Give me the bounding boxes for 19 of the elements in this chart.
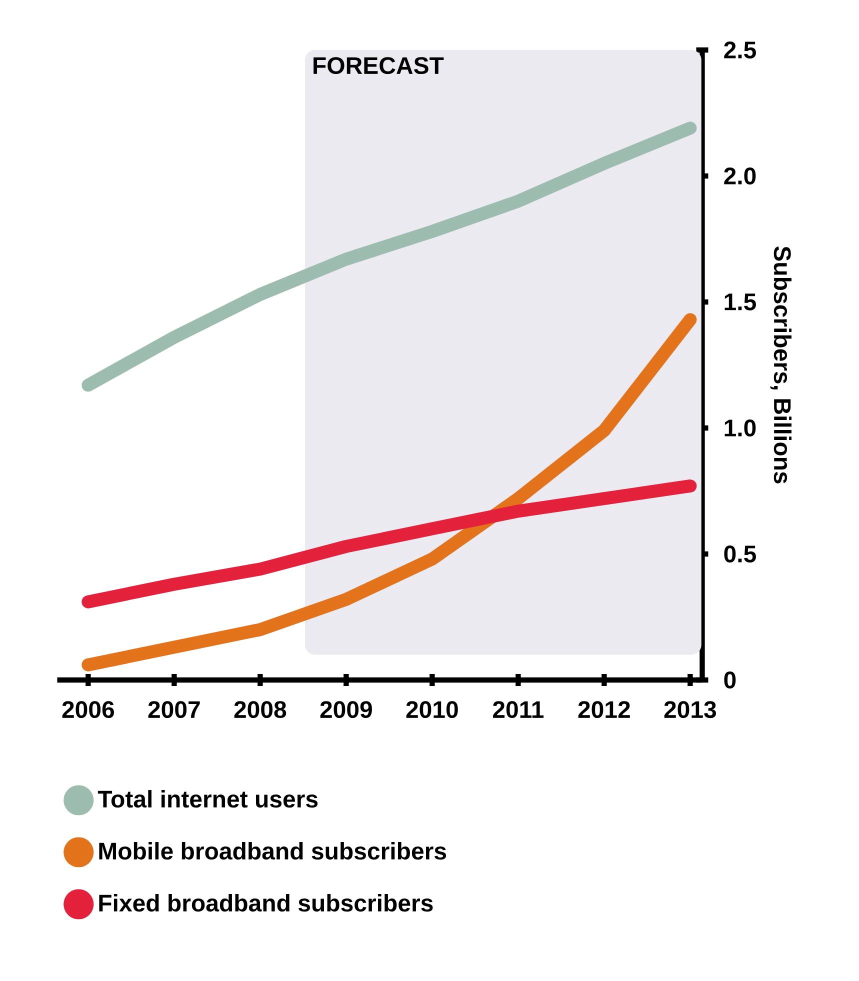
x-tick-label: 2010 bbox=[406, 701, 458, 718]
x-tick-label: 2012 bbox=[578, 701, 630, 718]
y-tick-label: 2.5 bbox=[724, 42, 756, 58]
y-tick-label: 2.0 bbox=[724, 168, 756, 184]
y-tick-label: 0.5 bbox=[724, 546, 756, 562]
x-tick-label: 2009 bbox=[320, 701, 372, 718]
y-axis-title: Subscribers, Billions bbox=[770, 246, 792, 484]
x-tick-label: 2007 bbox=[148, 701, 200, 718]
legend-label: Fixed broadband subscribers bbox=[99, 894, 433, 912]
y-tick-label: 1.5 bbox=[724, 294, 756, 310]
y-tick-label: 0 bbox=[724, 672, 736, 688]
x-tick-label: 2006 bbox=[62, 701, 114, 718]
x-tick-label: 2013 bbox=[664, 701, 716, 718]
legend-label: Mobile broadband subscribers bbox=[99, 842, 446, 860]
y-tick-label: 1.0 bbox=[724, 420, 756, 436]
x-tick-label: 2008 bbox=[234, 701, 286, 718]
band-label: FORECAST bbox=[313, 57, 444, 74]
x-tick-label: 2011 bbox=[492, 701, 544, 718]
legend-label: Total internet users bbox=[98, 790, 318, 808]
